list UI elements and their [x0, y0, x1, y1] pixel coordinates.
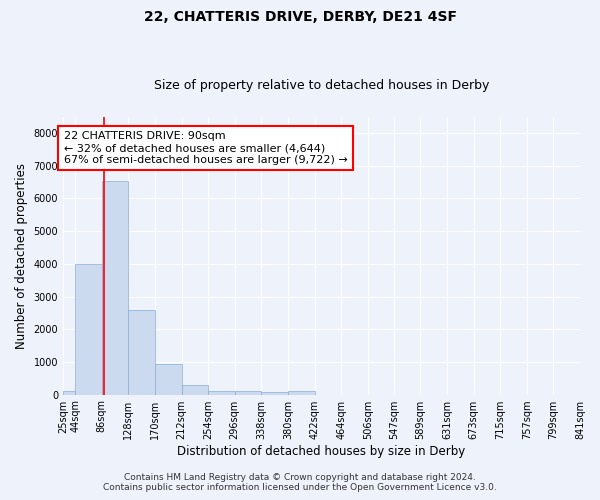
- Bar: [101, 180, 128, 394]
- Bar: [288, 392, 314, 394]
- Bar: [75, 264, 101, 394]
- Text: Contains HM Land Registry data © Crown copyright and database right 2024.
Contai: Contains HM Land Registry data © Crown c…: [103, 473, 497, 492]
- Bar: [182, 385, 208, 394]
- X-axis label: Distribution of detached houses by size in Derby: Distribution of detached houses by size …: [178, 444, 466, 458]
- Bar: [63, 392, 75, 394]
- Bar: [155, 364, 182, 394]
- Bar: [128, 310, 155, 394]
- Text: 22, CHATTERIS DRIVE, DERBY, DE21 4SF: 22, CHATTERIS DRIVE, DERBY, DE21 4SF: [143, 10, 457, 24]
- Bar: [262, 392, 288, 394]
- Y-axis label: Number of detached properties: Number of detached properties: [15, 162, 28, 348]
- Bar: [208, 390, 235, 394]
- Text: 22 CHATTERIS DRIVE: 90sqm
← 32% of detached houses are smaller (4,644)
67% of se: 22 CHATTERIS DRIVE: 90sqm ← 32% of detac…: [64, 132, 347, 164]
- Bar: [235, 392, 262, 394]
- Title: Size of property relative to detached houses in Derby: Size of property relative to detached ho…: [154, 79, 489, 92]
